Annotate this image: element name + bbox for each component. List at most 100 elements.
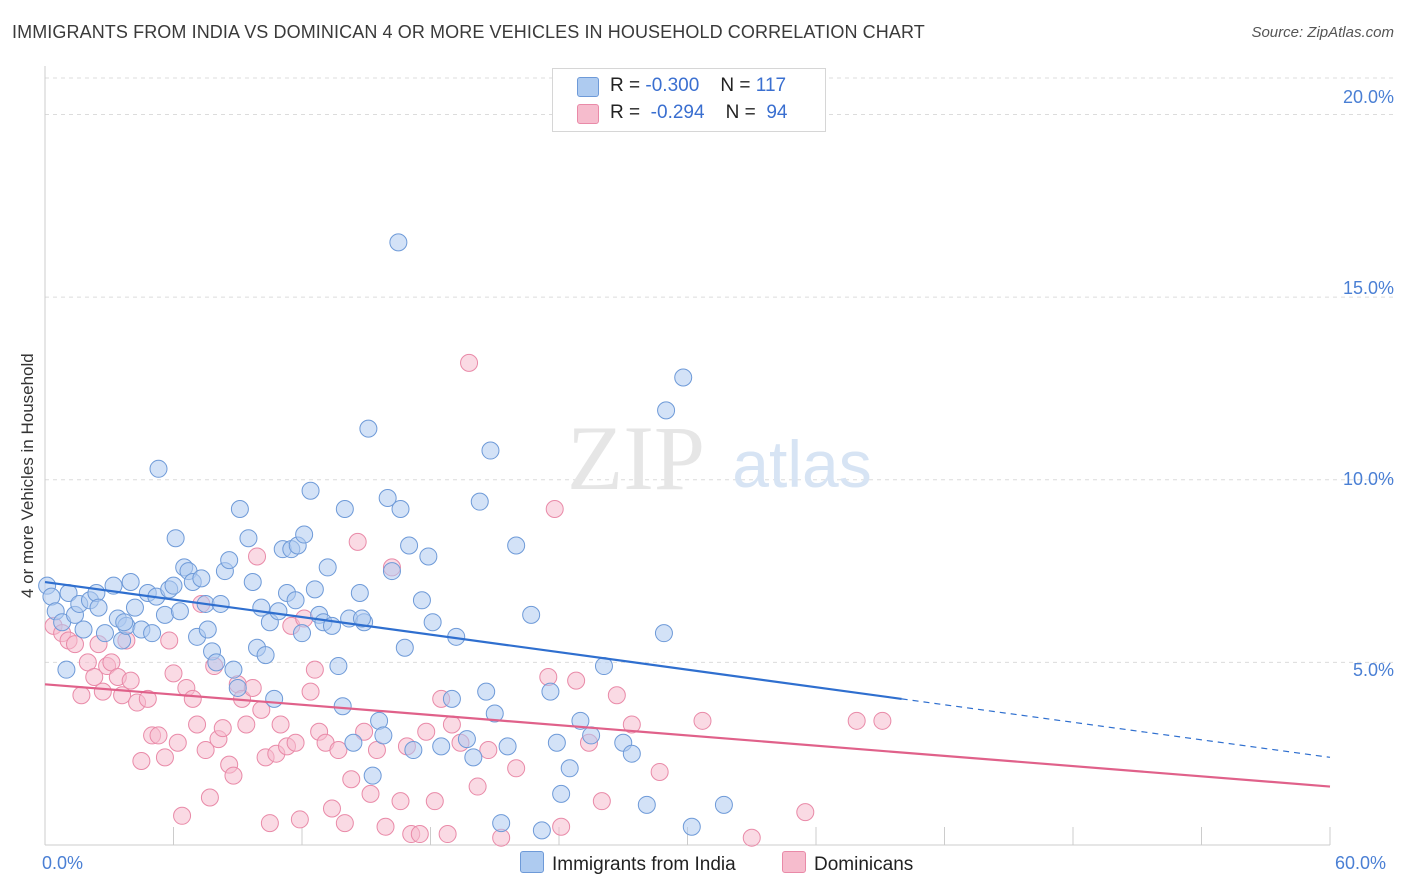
dominican-point (72, 686, 91, 705)
dominican-point (85, 667, 104, 686)
legend-swatch-dominican (577, 104, 599, 124)
india-point (571, 711, 590, 730)
india-point (166, 529, 185, 548)
india-point (352, 609, 371, 628)
india-point (74, 620, 93, 639)
dominican-point (93, 682, 112, 701)
y-tick-label: 20.0% (1342, 87, 1394, 107)
legend-r-label: R = (610, 75, 641, 96)
india-point (335, 499, 354, 518)
dominican-point (149, 726, 168, 745)
india-point (622, 744, 641, 763)
dominican-point (442, 715, 461, 734)
dominican-point (796, 803, 815, 822)
dominican-point (567, 671, 586, 690)
correlation-legend: R = -0.300 N = 117 R = -0.294 N = 94 (552, 68, 826, 132)
dominican-point (417, 722, 436, 741)
india-point (637, 795, 656, 814)
india-point (211, 594, 230, 613)
dominican-point (329, 741, 348, 760)
india-point (582, 726, 601, 745)
dominican-point (342, 770, 361, 789)
watermark-atlas: atlas (732, 427, 871, 501)
legend-swatch-india (520, 851, 544, 873)
india-point (350, 583, 369, 602)
dominicans-points (44, 353, 892, 847)
india-point (464, 748, 483, 767)
india-point (541, 682, 560, 701)
legend-n-label: N = (720, 75, 751, 96)
india-point (192, 569, 211, 588)
india-point (419, 547, 438, 566)
india-point (470, 492, 489, 511)
dominican-point (460, 353, 479, 372)
india-point (121, 573, 140, 592)
dominican-point (322, 799, 341, 818)
dominican-point (479, 741, 498, 760)
india-point (412, 591, 431, 610)
dominican-point (693, 711, 712, 730)
india-point (477, 682, 496, 701)
dominican-point (355, 722, 374, 741)
india-trend-extension (901, 698, 1331, 758)
india-point (198, 620, 217, 639)
india-point (89, 598, 108, 617)
dominican-point (132, 751, 151, 770)
dominican-point (361, 784, 380, 803)
india-point (329, 657, 348, 676)
india-point (552, 784, 571, 803)
dominican-point (592, 792, 611, 811)
india-point (547, 733, 566, 752)
dominican-point (650, 762, 669, 781)
dominican-point (391, 792, 410, 811)
dominican-point (438, 825, 457, 844)
india-point (560, 759, 579, 778)
india-point (442, 689, 461, 708)
india-point (252, 598, 271, 617)
india-point (220, 551, 239, 570)
watermark: ZIP atlas (567, 407, 872, 509)
india-point (432, 737, 451, 756)
dominican-point (188, 715, 207, 734)
chart-source: Source: ZipAtlas.com (1251, 24, 1394, 41)
dominican-trend-line (44, 683, 1331, 788)
dominican-point (183, 689, 202, 708)
dominican-point (286, 733, 305, 752)
legend-swatch-india (577, 77, 599, 97)
legend-n-value: 117 (755, 75, 787, 96)
dominican-point (468, 777, 487, 796)
y-tick-label: 5.0% (1352, 660, 1394, 680)
dominican-point (507, 759, 526, 778)
dominican-point (545, 499, 564, 518)
india-point (265, 689, 284, 708)
india-point (149, 459, 168, 478)
india-point (674, 368, 693, 387)
india-point (318, 558, 337, 577)
india-point (95, 624, 114, 643)
dominican-point (213, 719, 232, 738)
india-point (164, 576, 183, 595)
watermark-zip: ZIP (567, 407, 705, 509)
india-point (230, 499, 249, 518)
legend-item-india: Immigrants from India (520, 851, 736, 876)
legend-item-dominicans: Dominicans (782, 851, 913, 876)
trend-lines (44, 580, 1331, 788)
india-point (492, 814, 511, 833)
india-point (305, 580, 324, 599)
india-point (481, 441, 500, 460)
dominican-point (305, 660, 324, 679)
dominican-point (155, 748, 174, 767)
india-point (155, 605, 174, 624)
x-tick-label-max: 60.0% (1335, 853, 1387, 873)
dominican-point (224, 766, 243, 785)
india-point (224, 660, 243, 679)
y-tick-label: 10.0% (1342, 469, 1394, 489)
india-point (522, 605, 541, 624)
india-point (344, 733, 363, 752)
dominican-point (607, 686, 626, 705)
india-point (359, 419, 378, 438)
india-point (363, 766, 382, 785)
dominican-point (168, 733, 187, 752)
india-point (293, 624, 311, 643)
india-point (295, 525, 314, 544)
